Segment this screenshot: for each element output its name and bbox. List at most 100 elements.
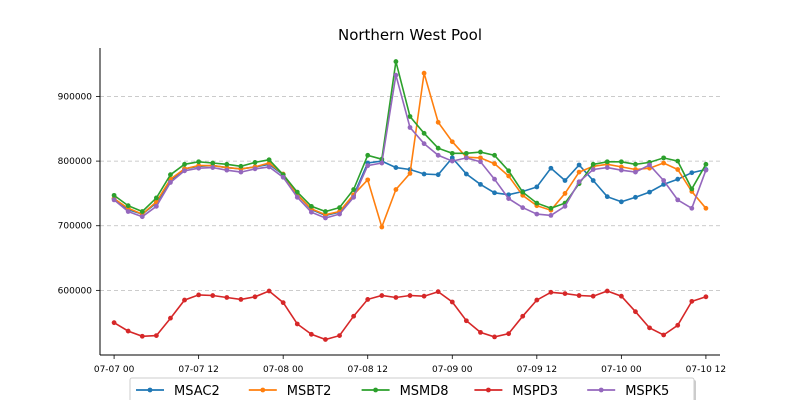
- data-point-msmd8: [661, 155, 667, 161]
- data-point-mspd3: [618, 293, 624, 299]
- data-point-mspk5: [168, 180, 173, 185]
- data-point-mspd3: [534, 297, 540, 303]
- data-point-mspd3: [647, 325, 652, 331]
- data-point-msmd8: [407, 114, 413, 119]
- data-point-mspd3: [351, 313, 357, 319]
- legend-marker-msbt2: [260, 387, 266, 393]
- data-point-msac2: [576, 162, 582, 168]
- data-point-msac2: [435, 172, 441, 178]
- data-point-mspd3: [590, 293, 596, 299]
- data-point-msac2: [633, 194, 638, 200]
- data-point-msmd8: [139, 209, 145, 214]
- data-point-mspd3: [633, 309, 638, 315]
- data-point-mspk5: [534, 211, 540, 217]
- data-point-mspd3: [463, 318, 469, 324]
- data-point-msbt2: [576, 169, 582, 175]
- data-point-msmd8: [294, 189, 300, 195]
- legend: MSAC2 MSBT2 MSMD8 MSPD3 MSPK5: [129, 377, 696, 404]
- data-point-mspk5: [210, 165, 216, 170]
- data-point-mspk5: [407, 125, 413, 130]
- data-point-mspk5: [337, 211, 342, 217]
- data-point-mspd3: [365, 297, 371, 302]
- data-point-mspd3: [196, 292, 202, 298]
- data-point-mspk5: [139, 214, 145, 220]
- data-point-mspk5: [111, 197, 117, 203]
- data-point-mspd3: [238, 297, 244, 302]
- data-point-mspd3: [576, 293, 582, 298]
- data-point-mspk5: [351, 194, 357, 200]
- data-point-msmd8: [210, 160, 216, 166]
- data-point-mspk5: [675, 197, 681, 203]
- data-point-msmd8: [153, 195, 159, 201]
- data-point-msac2: [463, 171, 469, 177]
- series-msmd8: [111, 59, 709, 214]
- data-point-msmd8: [618, 159, 624, 165]
- data-point-mspk5: [576, 179, 582, 185]
- data-point-mspd3: [492, 334, 497, 340]
- data-point-mspd3: [604, 288, 610, 294]
- data-point-mspk5: [182, 168, 187, 174]
- data-point-msmd8: [435, 145, 441, 151]
- data-point-msmd8: [238, 163, 244, 169]
- legend-label-mspk5: MSPK5: [625, 384, 669, 399]
- x-tick-label: 07-08 00: [263, 365, 304, 375]
- data-point-msbt2: [393, 187, 399, 192]
- data-point-msac2: [548, 165, 554, 171]
- data-point-msbt2: [562, 191, 568, 196]
- series-layer: [111, 59, 709, 342]
- data-point-msac2: [478, 181, 483, 187]
- legend-item-mspd3: MSPD3: [474, 384, 558, 399]
- data-point-mspk5: [125, 209, 131, 214]
- x-tick-label: 07-10 00: [601, 365, 642, 375]
- data-point-mspd3: [393, 295, 399, 300]
- data-point-msac2: [689, 170, 695, 176]
- data-point-msmd8: [703, 161, 709, 167]
- data-point-mspd3: [478, 329, 483, 335]
- data-point-msmd8: [168, 172, 173, 178]
- chart-title: Northern West Pool: [338, 26, 482, 44]
- series-line-mspd3: [113, 290, 707, 341]
- x-tick-label: 07-07 12: [178, 365, 218, 375]
- data-point-msmd8: [633, 161, 638, 167]
- grid-layer: [100, 96, 720, 291]
- legend-item-mspk5: MSPK5: [587, 384, 669, 399]
- data-point-mspd3: [266, 288, 272, 294]
- data-point-msmd8: [182, 161, 187, 167]
- data-point-msbt2: [703, 205, 709, 211]
- x-tick-label: 07-10 12: [686, 365, 726, 375]
- data-point-mspk5: [661, 178, 667, 183]
- legend-marker-msac2: [147, 387, 153, 393]
- data-point-msbt2: [478, 155, 483, 161]
- data-point-mspd3: [379, 293, 385, 298]
- data-point-msac2: [492, 190, 497, 196]
- x-tick-label: 07-09 00: [432, 365, 473, 375]
- data-point-msac2: [562, 178, 568, 183]
- data-point-mspk5: [308, 209, 314, 215]
- data-point-msmd8: [323, 209, 328, 214]
- data-point-mspk5: [224, 167, 230, 173]
- data-point-mspk5: [421, 141, 427, 147]
- data-point-msbt2: [365, 177, 371, 183]
- data-point-mspk5: [449, 158, 455, 164]
- data-point-mspk5: [252, 166, 258, 172]
- data-point-msbt2: [421, 70, 427, 76]
- data-point-mspk5: [323, 215, 328, 221]
- data-point-msac2: [675, 176, 681, 182]
- data-point-msmd8: [534, 200, 540, 206]
- data-point-mspd3: [182, 297, 187, 303]
- data-point-mspk5: [703, 167, 709, 173]
- data-point-mspd3: [703, 294, 709, 300]
- data-point-mspd3: [421, 293, 427, 299]
- axes-layer: 600000 700000 800000 900000 07-07 00 07-07 12…: [58, 48, 726, 375]
- data-point-mspk5: [562, 203, 568, 209]
- data-point-mspk5: [548, 212, 554, 218]
- data-point-msmd8: [308, 203, 314, 209]
- data-point-msac2: [604, 194, 610, 200]
- data-point-mspk5: [633, 169, 638, 175]
- legend-marker-msmd8: [373, 387, 378, 393]
- data-point-mspk5: [435, 152, 441, 158]
- data-point-mspd3: [506, 331, 512, 337]
- data-point-msmd8: [478, 149, 483, 155]
- data-point-mspk5: [280, 174, 286, 180]
- data-point-mspk5: [393, 72, 399, 78]
